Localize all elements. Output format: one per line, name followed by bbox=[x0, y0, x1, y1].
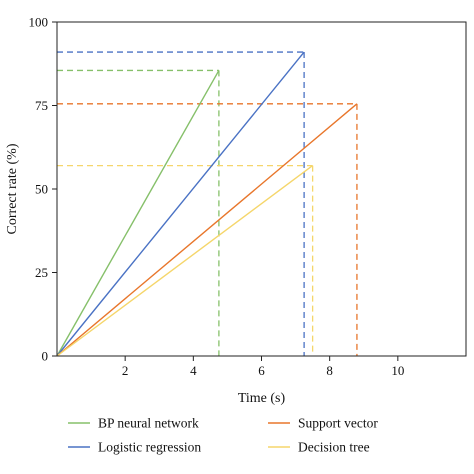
legend-label: Support vector bbox=[298, 416, 378, 431]
x-axis: 2 4 6 8 10 bbox=[122, 356, 404, 378]
legend-item-2: Support vector bbox=[268, 416, 378, 431]
x-tick-label: 8 bbox=[326, 363, 333, 378]
y-axis-title: Correct rate (%) bbox=[5, 143, 20, 234]
series-line-2 bbox=[56, 103, 358, 357]
series-line-3 bbox=[56, 165, 314, 357]
y-tick-label: 75 bbox=[35, 98, 48, 113]
y-tick-label: 25 bbox=[35, 265, 48, 280]
legend-item-0: BP neural network bbox=[68, 416, 199, 431]
x-tick-label: 6 bbox=[258, 363, 265, 378]
x-axis-title: Time (s) bbox=[238, 391, 286, 406]
x-tick-label: 10 bbox=[391, 363, 404, 378]
y-tick-label: 50 bbox=[35, 182, 48, 197]
legend-item-3: Decision tree bbox=[268, 440, 370, 455]
series-line-0 bbox=[56, 70, 220, 357]
series-lines bbox=[56, 51, 358, 357]
legend-label: Logistic regression bbox=[98, 440, 201, 455]
legend: BP neural network Logistic regression Supp… bbox=[68, 416, 378, 455]
legend-label: BP neural network bbox=[98, 416, 199, 431]
legend-label: Decision tree bbox=[298, 440, 370, 455]
reference-lines bbox=[57, 51, 358, 356]
y-tick-label: 100 bbox=[29, 15, 49, 30]
plot-frame bbox=[56, 21, 467, 357]
x-tick-label: 2 bbox=[122, 363, 129, 378]
legend-item-1: Logistic regression bbox=[68, 440, 201, 455]
x-tick-label: 4 bbox=[190, 363, 197, 378]
series-line-1 bbox=[56, 51, 305, 357]
y-axis: 0 25 50 75 100 bbox=[29, 15, 57, 364]
y-tick-label: 0 bbox=[42, 349, 49, 364]
